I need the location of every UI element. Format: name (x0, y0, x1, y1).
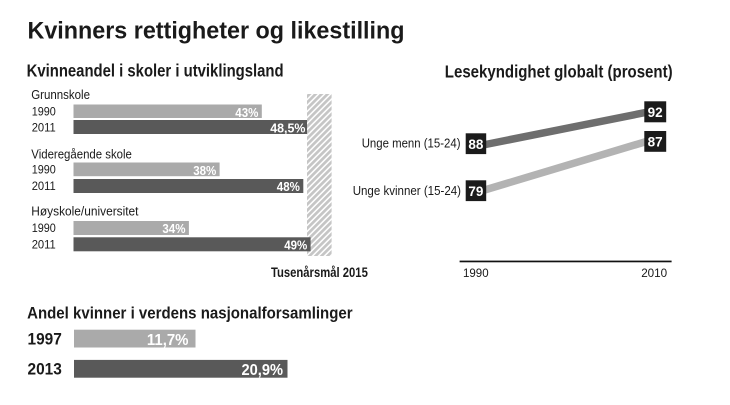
svg-text:43%: 43% (235, 106, 258, 120)
svg-text:Høyskole/universitet: Høyskole/universitet (31, 203, 138, 218)
svg-text:Unge menn (15-24): Unge menn (15-24) (362, 135, 461, 150)
svg-text:1990: 1990 (32, 163, 56, 177)
svg-text:38%: 38% (193, 164, 216, 178)
svg-text:Grunnskole: Grunnskole (31, 87, 90, 102)
svg-text:87: 87 (648, 135, 663, 150)
svg-text:79: 79 (468, 184, 483, 199)
svg-text:48,5%: 48,5% (270, 122, 305, 136)
svg-text:34%: 34% (162, 222, 185, 236)
svg-text:48%: 48% (277, 180, 300, 194)
svg-text:Andel kvinner i verdens nasjon: Andel kvinner i verdens nasjonalforsamli… (27, 304, 353, 323)
svg-text:20,9%: 20,9% (242, 362, 284, 379)
svg-text:2013: 2013 (28, 361, 62, 379)
svg-text:Unge kvinner (15-24): Unge kvinner (15-24) (353, 183, 461, 198)
svg-text:Kvinners rettigheter og likest: Kvinners rettigheter og likestilling (28, 18, 405, 45)
svg-text:Kvinneandel i skoler i utvikli: Kvinneandel i skoler i utviklingsland (27, 61, 284, 81)
svg-text:92: 92 (648, 105, 663, 120)
svg-text:1990: 1990 (463, 266, 489, 280)
svg-text:11,7%: 11,7% (147, 332, 189, 349)
svg-text:49%: 49% (284, 239, 307, 253)
svg-text:2011: 2011 (32, 179, 56, 193)
svg-text:Videregående skole: Videregående skole (31, 147, 132, 162)
svg-text:Lesekyndighet globalt (prosent: Lesekyndighet globalt (prosent) (445, 62, 673, 82)
svg-text:2011: 2011 (32, 238, 56, 252)
svg-text:1997: 1997 (28, 330, 62, 348)
svg-text:2011: 2011 (32, 121, 56, 135)
svg-text:2010: 2010 (641, 266, 667, 280)
svg-text:88: 88 (468, 137, 484, 152)
svg-text:1990: 1990 (32, 221, 56, 235)
svg-text:1990: 1990 (32, 105, 56, 119)
svg-text:Tusenårsmål 2015: Tusenårsmål 2015 (271, 264, 368, 280)
